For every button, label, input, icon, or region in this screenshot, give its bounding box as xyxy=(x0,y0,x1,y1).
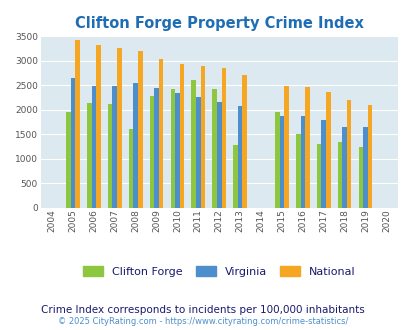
Bar xyxy=(70,78,75,208)
Bar xyxy=(200,66,205,208)
Bar xyxy=(279,116,283,208)
Bar xyxy=(154,88,158,208)
Bar xyxy=(300,116,305,208)
Bar xyxy=(232,145,237,208)
Bar xyxy=(158,59,163,208)
Bar xyxy=(212,89,216,208)
Bar xyxy=(305,87,309,208)
Bar xyxy=(284,86,288,208)
Bar xyxy=(179,64,184,208)
Bar xyxy=(175,93,179,208)
Bar xyxy=(216,103,221,208)
Bar xyxy=(149,96,154,208)
Text: © 2025 CityRating.com - https://www.cityrating.com/crime-statistics/: © 2025 CityRating.com - https://www.city… xyxy=(58,317,347,326)
Bar xyxy=(358,147,362,208)
Bar xyxy=(75,40,80,208)
Bar xyxy=(362,127,367,208)
Bar xyxy=(133,83,138,208)
Bar xyxy=(337,142,341,208)
Bar xyxy=(117,48,121,208)
Bar xyxy=(66,112,70,208)
Bar xyxy=(196,97,200,208)
Bar xyxy=(96,45,100,208)
Bar xyxy=(321,120,325,208)
Bar xyxy=(237,106,242,208)
Bar xyxy=(128,129,133,208)
Bar xyxy=(295,134,300,208)
Bar xyxy=(92,86,96,208)
Bar xyxy=(191,81,196,208)
Bar xyxy=(341,127,346,208)
Legend: Clifton Forge, Virginia, National: Clifton Forge, Virginia, National xyxy=(78,261,359,281)
Bar xyxy=(274,112,279,208)
Bar xyxy=(367,105,371,208)
Title: Clifton Forge Property Crime Index: Clifton Forge Property Crime Index xyxy=(75,16,363,31)
Bar xyxy=(325,92,330,208)
Bar xyxy=(108,104,112,208)
Bar xyxy=(87,104,92,208)
Bar xyxy=(221,68,226,208)
Text: Crime Index corresponds to incidents per 100,000 inhabitants: Crime Index corresponds to incidents per… xyxy=(41,305,364,315)
Bar xyxy=(170,89,175,208)
Bar xyxy=(138,51,142,208)
Bar xyxy=(112,86,117,208)
Bar xyxy=(316,144,321,208)
Bar xyxy=(242,75,246,208)
Bar xyxy=(346,100,351,208)
